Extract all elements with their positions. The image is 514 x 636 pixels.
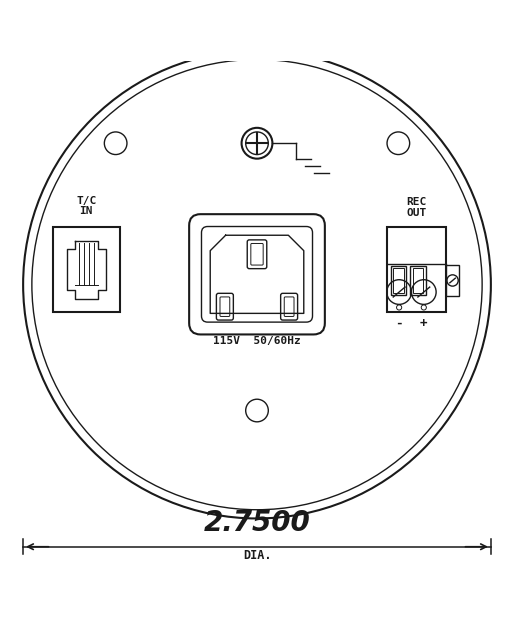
FancyBboxPatch shape [413, 268, 424, 293]
Text: DIA.: DIA. [243, 550, 271, 562]
Text: T/C
IN: T/C IN [76, 196, 97, 216]
FancyBboxPatch shape [53, 227, 120, 312]
FancyBboxPatch shape [446, 265, 460, 296]
FancyBboxPatch shape [216, 293, 233, 320]
FancyBboxPatch shape [394, 268, 404, 293]
FancyBboxPatch shape [411, 266, 426, 295]
Text: +: + [420, 317, 428, 329]
FancyBboxPatch shape [387, 227, 446, 312]
FancyBboxPatch shape [201, 226, 313, 322]
FancyBboxPatch shape [247, 240, 267, 268]
Text: -: - [395, 317, 403, 329]
FancyBboxPatch shape [220, 297, 230, 317]
FancyBboxPatch shape [391, 266, 407, 295]
FancyBboxPatch shape [284, 297, 294, 317]
Text: 2.7500: 2.7500 [204, 509, 310, 537]
FancyBboxPatch shape [281, 293, 298, 320]
FancyBboxPatch shape [189, 214, 325, 335]
Text: REC
OUT: REC OUT [406, 197, 427, 218]
FancyBboxPatch shape [251, 244, 263, 265]
Text: 115V  50/60Hz: 115V 50/60Hz [213, 336, 301, 346]
